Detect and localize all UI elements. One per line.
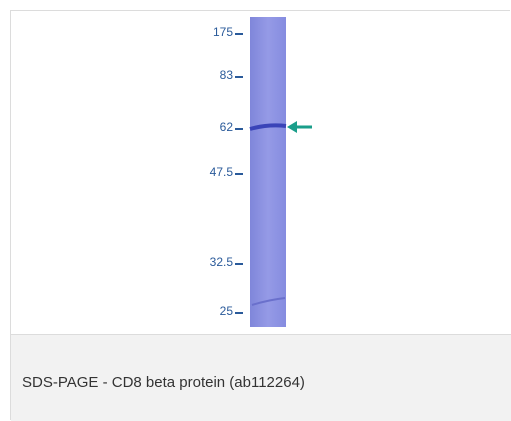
marker-label: 32.5 bbox=[210, 255, 234, 269]
marker-label: 175 bbox=[213, 25, 233, 39]
gel-image: 175 83 62 47.5 32.5 25 bbox=[0, 0, 511, 334]
marker-label: 25 bbox=[220, 304, 234, 318]
marker-label: 47.5 bbox=[210, 165, 234, 179]
caption-bar: SDS-PAGE - CD8 beta protein (ab112264) bbox=[11, 334, 511, 421]
arrow bbox=[287, 121, 312, 133]
marker-label: 62 bbox=[220, 120, 234, 134]
marker-ladder: 175 83 62 47.5 32.5 25 bbox=[210, 25, 243, 318]
marker-label: 83 bbox=[220, 68, 234, 82]
caption: SDS-PAGE - CD8 beta protein (ab112264) bbox=[22, 374, 305, 391]
page: 175 83 62 47.5 32.5 25 SDS-PAGE - CD8 beta pr… bbox=[0, 0, 511, 421]
gel-lane bbox=[250, 17, 286, 327]
